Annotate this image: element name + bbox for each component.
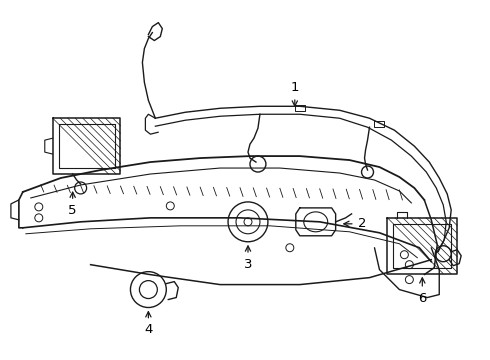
Text: 1: 1 [291,81,299,106]
Text: 2: 2 [344,217,366,230]
Text: 4: 4 [144,312,152,337]
Text: 3: 3 [244,246,252,271]
Text: 6: 6 [418,278,426,305]
Text: 5: 5 [69,192,77,217]
